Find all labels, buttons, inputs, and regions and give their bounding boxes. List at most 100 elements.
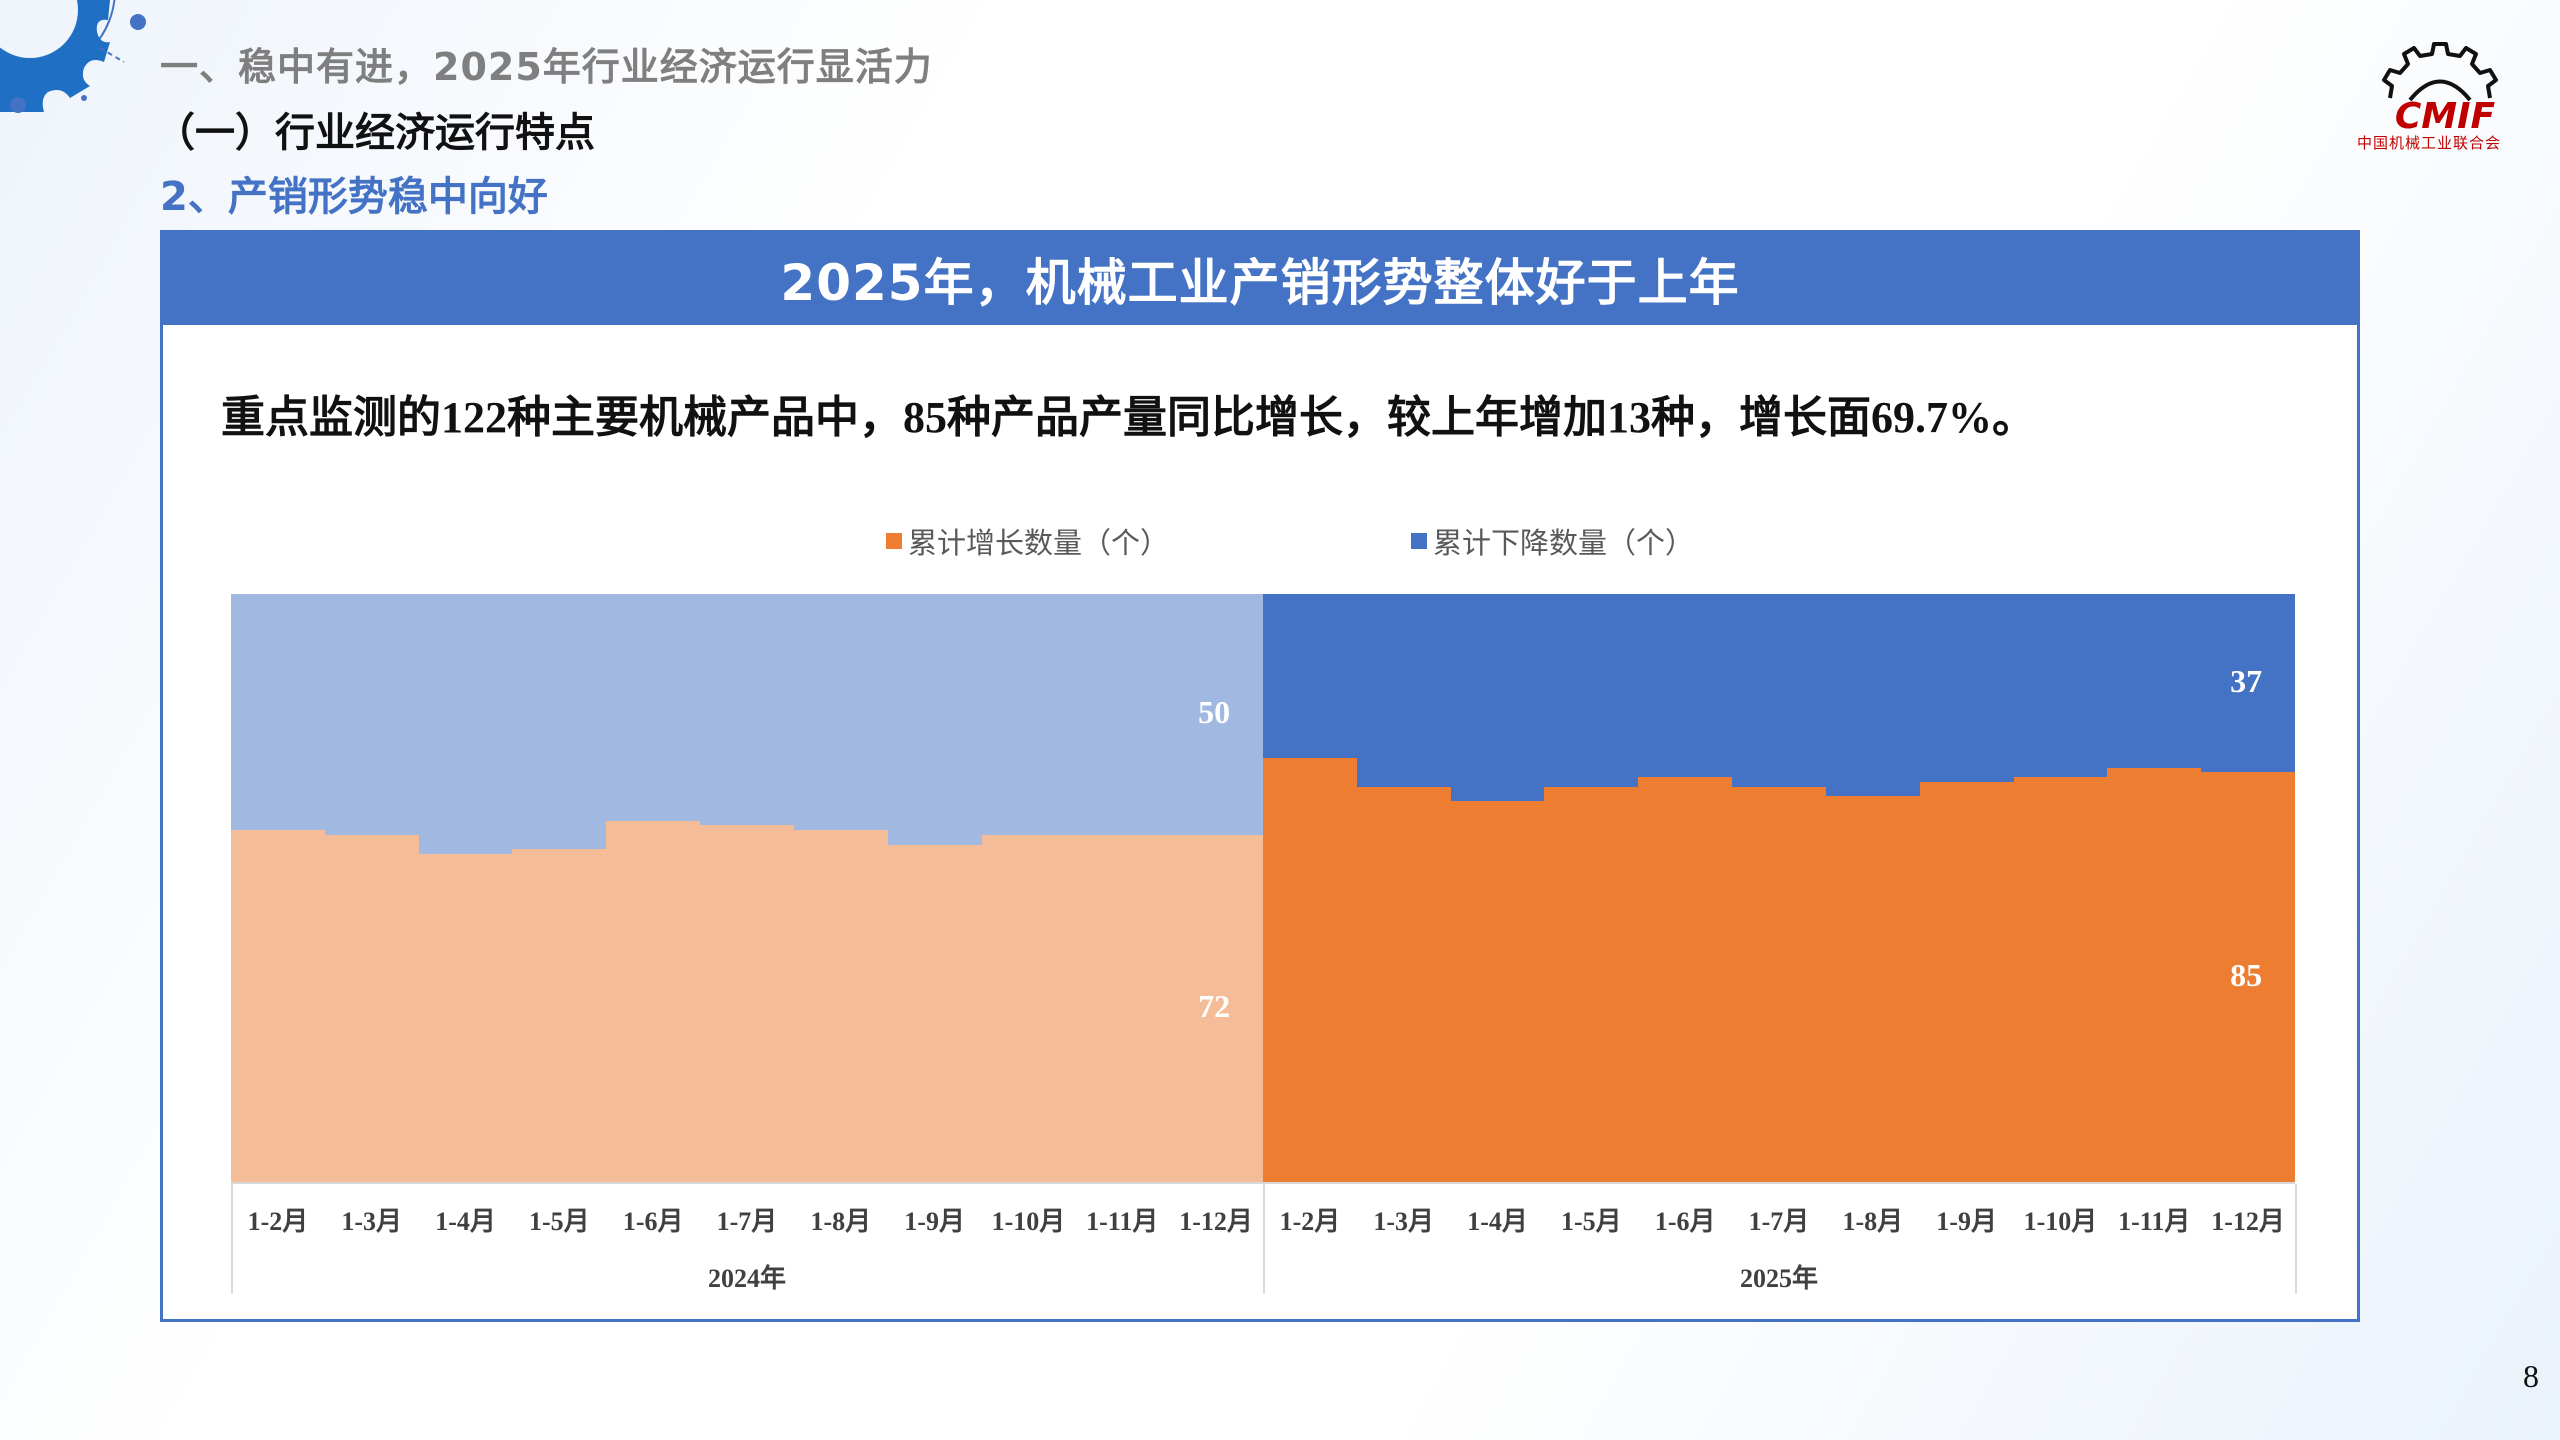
bar-segment-decrease <box>2107 594 2202 768</box>
x-tick-label: 1-7月 <box>1748 1207 1810 1236</box>
legend-swatch-increase-icon <box>886 533 902 549</box>
x-tick-label: 1-7月 <box>716 1207 778 1236</box>
bar-segment-increase <box>887 844 983 1182</box>
logo-subtitle: 中国机械工业联合会 <box>2357 134 2502 152</box>
bar-segment-decrease <box>1825 594 1921 797</box>
bar-segment-increase <box>1732 786 1827 1182</box>
chart-bar <box>1638 594 1733 1182</box>
bar-segment-increase <box>2201 772 2296 1182</box>
legend-swatch-decrease-icon <box>1411 533 1427 549</box>
bar-segment-decrease <box>418 594 513 855</box>
topic-heading: 2、产销形势稳中向好 <box>160 174 548 220</box>
chart-bar <box>1825 594 1921 1182</box>
x-tick-label: 1-10月 <box>991 1207 1066 1236</box>
x-tick-label: 1-12月 <box>1179 1207 1253 1236</box>
data-label: 85 <box>2230 957 2263 994</box>
bar-segment-decrease <box>1075 594 1170 835</box>
x-tick-label: 1-9月 <box>904 1207 965 1236</box>
x-tick-label: 1-6月 <box>1654 1207 1716 1236</box>
panel-summary: 重点监测的122种主要机械产品中，85种产品产量同比增长，较上年增加13种，增长… <box>221 393 2036 442</box>
bar-segment-decrease <box>1544 594 1639 787</box>
chart-bar <box>1450 594 1545 1182</box>
chart-bar <box>231 594 326 1182</box>
data-label: 72 <box>1198 988 1231 1025</box>
bar-segment-decrease <box>512 594 607 850</box>
bar-segment-increase <box>606 820 701 1182</box>
subsection-heading: （一）行业经济运行特点 <box>155 110 595 156</box>
chart-bar <box>418 594 513 1182</box>
bar-segment-increase <box>2013 777 2108 1182</box>
gear-decoration-icon <box>0 0 146 113</box>
bar-segment-increase <box>512 849 607 1182</box>
bar-segment-decrease <box>231 594 326 831</box>
section-heading: 一、稳中有进，2025年行业经济运行显活力 <box>160 45 933 89</box>
axis-divider <box>2295 1184 2297 1294</box>
bar-segment-decrease <box>981 594 1076 835</box>
bar-segment-increase <box>793 830 889 1182</box>
x-axis-tick-labels: 1-2月 1-3月 1-4月 1-5月 1-6月 1-7月 1-8月 1-9月 1-10月 1-1… <box>231 1201 2295 1241</box>
panel-header: 2025年，机械工业产销形势整体好于上年 <box>163 233 2357 325</box>
bar-segment-increase <box>1075 834 1170 1182</box>
bar-segment-decrease <box>1169 594 1264 835</box>
svg-text:CMIF: CMIF <box>2395 96 2496 137</box>
axis-divider <box>231 1184 233 1294</box>
bar-segment-decrease <box>793 594 889 831</box>
x-tick-label: 1-4月 <box>1467 1207 1528 1236</box>
bar-segment-decrease <box>324 594 420 835</box>
x-tick-label: 1-8月 <box>1842 1207 1904 1236</box>
chart-bar <box>1169 594 1264 1182</box>
bar-segment-increase <box>324 834 420 1182</box>
bar-segment-increase <box>231 830 326 1182</box>
chart-bar <box>606 594 701 1182</box>
bar-segment-increase <box>418 854 513 1182</box>
chart-plot-area <box>231 594 2296 1182</box>
x-tick-label: 1-11月 <box>1086 1207 1159 1236</box>
cmif-logo-icon: CMIF <box>2382 42 2498 137</box>
chart-bar <box>1732 594 1827 1182</box>
axis-divider <box>1263 1184 1265 1294</box>
legend-label-decrease: 累计下降数量（个） <box>1433 526 1695 560</box>
chart-bar <box>700 594 795 1182</box>
bar-segment-decrease <box>887 594 983 845</box>
chart-bar <box>1075 594 1170 1182</box>
chart-panel: 2025年，机械工业产销形势整体好于上年 重点监测的122种主要机械产品中，85… <box>160 230 2360 1322</box>
x-tick-label: 1-2月 <box>1279 1207 1341 1236</box>
chart-bar <box>2201 594 2296 1182</box>
x-tick-label: 1-9月 <box>1936 1207 1997 1236</box>
chart-bar <box>887 594 983 1182</box>
bar-segment-decrease <box>2013 594 2108 778</box>
legend-item-increase: 累计增长数量（个） <box>886 520 1169 562</box>
chart-bar <box>981 594 1076 1182</box>
chart-bar <box>512 594 607 1182</box>
x-tick-label: 1-6月 <box>622 1207 684 1236</box>
bar-segment-decrease <box>1356 594 1452 787</box>
bar-segment-decrease <box>1919 594 2015 782</box>
bar-segment-increase <box>1356 786 1452 1182</box>
bar-segment-increase <box>1638 777 1733 1182</box>
bar-segment-increase <box>1825 796 1921 1182</box>
x-tick-label: 1-4月 <box>435 1207 496 1236</box>
chart-bar <box>1544 594 1639 1182</box>
bar-segment-decrease <box>2201 594 2296 773</box>
data-label: 50 <box>1198 694 1231 731</box>
legend-label-increase: 累计增长数量（个） <box>908 526 1170 560</box>
bar-segment-increase <box>2107 767 2202 1182</box>
chart-bar <box>1919 594 2015 1182</box>
bar-segment-increase <box>981 834 1076 1182</box>
bar-segment-decrease <box>606 594 701 821</box>
legend-item-decrease: 累计下降数量（个） <box>1411 520 1694 562</box>
x-tick-label: 1-2月 <box>247 1207 309 1236</box>
bar-segment-increase <box>1169 834 1264 1182</box>
x-tick-label: 1-11月 <box>2118 1207 2191 1236</box>
x-tick-label: 1-5月 <box>529 1207 590 1236</box>
x-tick-label: 1-10月 <box>2023 1207 2098 1236</box>
bar-segment-increase <box>1544 786 1639 1182</box>
bar-segment-decrease <box>1638 594 1733 778</box>
panel-title: 2025年，机械工业产销形势整体好于上年 <box>780 254 1740 312</box>
chart-bar <box>1263 594 1358 1182</box>
data-label: 37 <box>2230 663 2263 700</box>
chart-bar <box>2107 594 2202 1182</box>
x-axis-line <box>231 1182 2295 1184</box>
x-tick-label: 1-5月 <box>1561 1207 1622 1236</box>
bar-segment-decrease <box>1450 594 1545 802</box>
